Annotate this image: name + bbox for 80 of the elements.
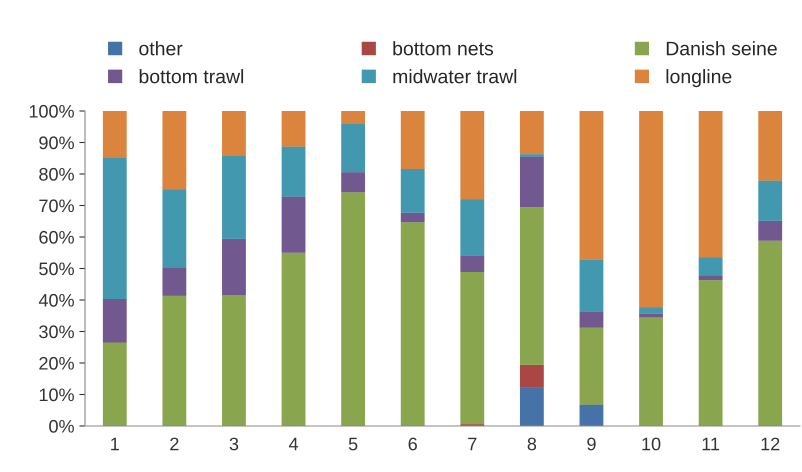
bar: [639, 314, 663, 318]
y-tick-label: 50%: [39, 262, 74, 276]
bar: [400, 111, 425, 169]
bar: [758, 220, 782, 241]
y-tick-label: 80%: [39, 168, 74, 181]
bar: [162, 267, 186, 296]
bar: [400, 168, 425, 213]
x-tick-label: 7: [468, 438, 476, 450]
x-tick-label: 5: [348, 438, 358, 450]
bar: [282, 196, 306, 253]
bar: [639, 111, 663, 308]
x-tick-label: 11: [702, 438, 720, 450]
y-tick-label: 70%: [39, 199, 74, 212]
bar: [698, 111, 723, 258]
x-tick-label: 9: [587, 438, 596, 450]
bar: [639, 308, 663, 314]
bar: [102, 157, 127, 300]
y-tick-label: 40%: [38, 294, 74, 307]
bar: [758, 180, 782, 221]
bar: [282, 111, 306, 147]
bar: [282, 146, 306, 197]
bar: [520, 156, 544, 208]
legend-label: bottom trawl: [140, 69, 244, 84]
bar: [520, 154, 544, 157]
y-tick-label: 10%: [40, 388, 74, 402]
y-tick-label: 90%: [39, 136, 74, 150]
bar: [341, 192, 366, 426]
bar: [222, 155, 246, 239]
x-tick-label: 3: [230, 438, 238, 450]
bar: [341, 123, 366, 172]
bar: [162, 296, 186, 426]
bar: [341, 111, 366, 124]
bar: [400, 222, 425, 426]
bar: [460, 111, 484, 200]
bar: [639, 317, 663, 426]
y-tick-label: 30%: [39, 325, 74, 338]
bar: [758, 240, 782, 426]
bar: [758, 111, 782, 181]
bar: [222, 294, 246, 426]
bar: [520, 207, 544, 365]
bar: [460, 200, 484, 256]
bar: [460, 272, 484, 424]
legend-label: bottom nets: [393, 41, 494, 56]
y-tick-label: 0%: [49, 420, 74, 433]
bar: [282, 252, 306, 426]
y-tick-label: 20%: [39, 356, 74, 370]
bar: [580, 312, 604, 328]
legend-label: longline: [666, 69, 732, 88]
bar: [698, 275, 723, 280]
y-tick-label: 100%: [30, 104, 74, 118]
legend-label: Danish seine: [666, 41, 777, 56]
x-tick-label: 8: [528, 438, 536, 450]
x-tick-label: 4: [288, 438, 298, 450]
legend-label: midwater trawl: [393, 69, 516, 84]
bar: [580, 404, 604, 426]
bar: [222, 238, 246, 295]
x-tick-label: 6: [408, 438, 417, 450]
x-tick-label: 2: [170, 438, 178, 450]
bar: [460, 256, 484, 272]
x-tick-label: 12: [762, 438, 780, 450]
bar: [580, 328, 604, 405]
bar: [162, 111, 186, 190]
bar: [102, 111, 127, 158]
bar: [162, 189, 186, 268]
y-tick-label: 60%: [39, 230, 74, 244]
x-tick-label: 1: [111, 438, 119, 450]
bar: [341, 172, 366, 192]
x-tick-label: 10: [642, 438, 660, 450]
bar: [698, 257, 723, 276]
bar: [520, 111, 544, 154]
bar: [580, 111, 604, 260]
bar: [102, 342, 127, 426]
bar: [698, 280, 723, 426]
bar: [222, 111, 246, 156]
legend-label: other: [139, 41, 182, 56]
bar: [520, 364, 544, 388]
bar: [102, 299, 127, 343]
bar: [580, 260, 604, 312]
bar: [520, 388, 544, 426]
bar: [400, 212, 425, 222]
